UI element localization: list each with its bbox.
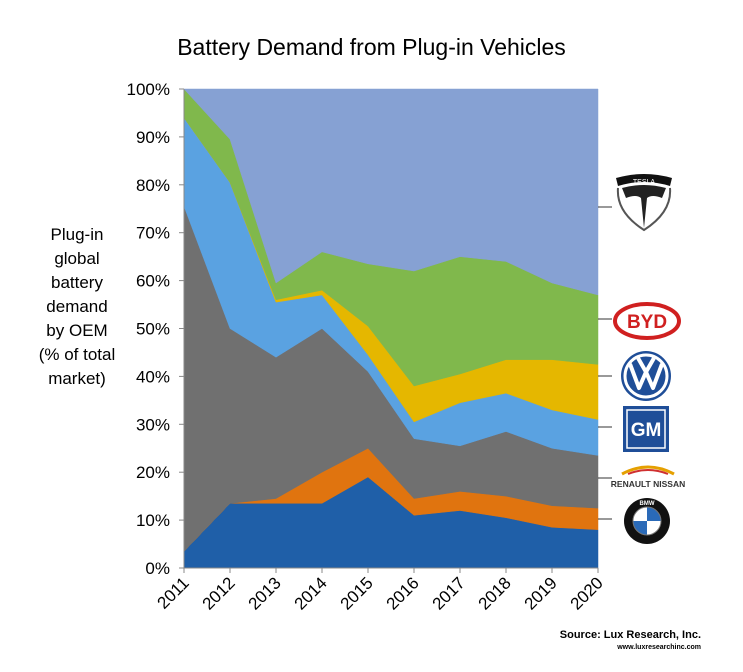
x-tick-label: 2014 <box>291 573 331 613</box>
tesla-logo-text: TESLA <box>633 179 656 186</box>
area-series-6 <box>183 88 599 296</box>
tesla-logo-icon: TESLA <box>616 174 672 232</box>
y-axis-label-line: demand <box>46 297 108 316</box>
gm-logo-text: GM <box>631 420 662 441</box>
y-tick-label: 90% <box>136 128 170 147</box>
renault-nissan-logo-text: RENAULT NISSAN <box>611 479 685 489</box>
y-tick-label: 50% <box>136 320 170 339</box>
bmw-logo-text: BMW <box>640 501 655 507</box>
y-axis-label-line: by OEM <box>46 321 108 340</box>
y-tick-label: 60% <box>136 272 170 291</box>
renault-nissan-logo-icon: RENAULT NISSAN <box>611 465 685 489</box>
source-note: Source: Lux Research, Inc. <box>559 629 701 641</box>
x-tick-label: 2011 <box>154 573 193 612</box>
y-axis-label-line: battery <box>51 273 103 292</box>
y-axis-label-line: (% of total <box>38 345 116 364</box>
byd-logo-icon: BYD <box>613 302 681 340</box>
y-tick-label: 0% <box>145 559 170 578</box>
y-axis-label-line: global <box>54 249 100 268</box>
x-tick-label: 2018 <box>475 573 515 613</box>
gm-logo-icon: GM <box>623 406 669 452</box>
x-tick-label: 2017 <box>429 573 469 613</box>
x-tick-label: 2020 <box>567 573 607 613</box>
y-tick-label: 30% <box>136 415 170 434</box>
source-url: www.luxresearchinc.com <box>617 644 701 651</box>
chart-title: Battery Demand from Plug-in Vehicles <box>177 34 566 60</box>
x-tick-label: 2012 <box>199 573 239 613</box>
bmw-logo-icon: BMW <box>624 498 670 544</box>
y-tick-label: 20% <box>136 463 170 482</box>
y-tick-label: 10% <box>136 511 170 530</box>
x-tick-label: 2016 <box>383 573 423 613</box>
y-tick-label: 40% <box>136 367 170 386</box>
x-tick-label: 2015 <box>337 573 377 613</box>
x-tick-label: 2013 <box>245 573 285 613</box>
vw-logo-icon <box>621 351 671 401</box>
y-axis-label-line: market) <box>48 369 106 388</box>
y-tick-label: 70% <box>136 224 170 243</box>
byd-logo-text: BYD <box>627 312 667 333</box>
y-axis-label-line: Plug-in <box>50 225 104 244</box>
y-tick-label: 100% <box>127 80 170 99</box>
y-tick-label: 80% <box>136 176 170 195</box>
x-tick-label: 2019 <box>521 573 561 613</box>
y-axis-label: Plug-in global battery demand by OEM (% … <box>18 223 136 391</box>
